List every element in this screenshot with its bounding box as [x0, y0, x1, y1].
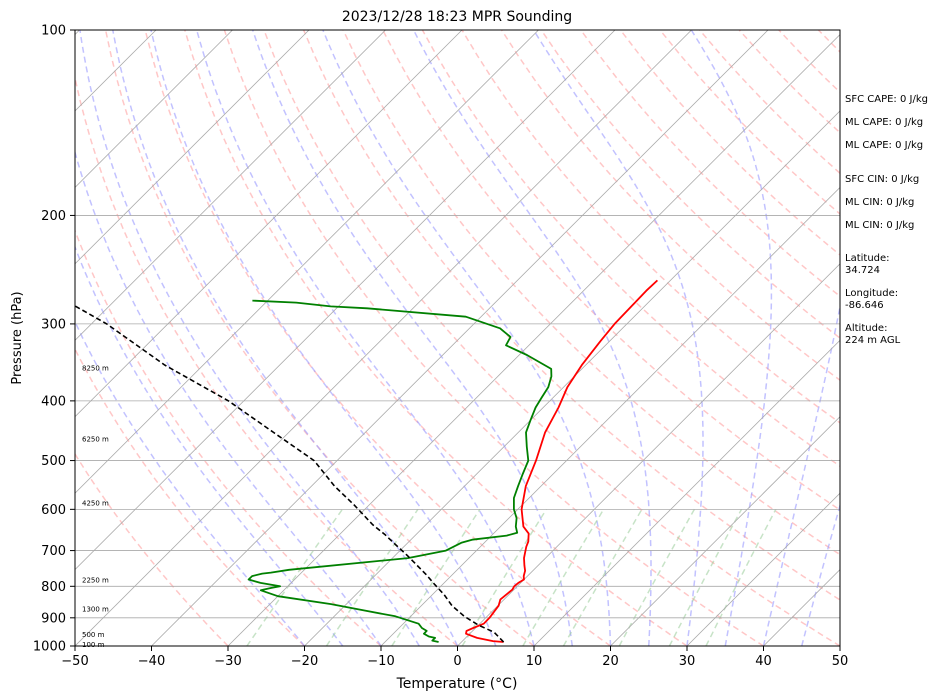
isotherm	[75, 30, 539, 494]
y-tick-label: 900	[41, 611, 66, 626]
background-lines	[75, 30, 840, 646]
x-axis-label: Temperature (°C)	[396, 676, 518, 692]
moist-adiabat	[150, 30, 497, 646]
moist-adiabat	[75, 149, 382, 646]
moist-adiabat	[801, 502, 840, 646]
info-line: SFC CAPE: 0 J/kg	[845, 94, 928, 105]
info-line: 224 m AGL	[845, 335, 901, 346]
isotherm	[533, 339, 840, 646]
info-line: SFC CIN: 0 J/kg	[845, 174, 919, 185]
mixing-ratio-line	[705, 508, 777, 646]
info-line: ML CAPE: 0 J/kg	[845, 140, 923, 151]
x-tick-label: 10	[526, 654, 543, 669]
x-tick-label: 20	[602, 654, 619, 669]
info-line: -86.646	[845, 300, 884, 311]
isotherm	[75, 30, 616, 571]
height-label: 2250 m	[82, 577, 109, 585]
y-tick-label: 400	[41, 394, 66, 409]
dry-adiabat	[75, 228, 382, 646]
isotherm	[75, 30, 386, 341]
info-line: Longitude:	[845, 288, 898, 299]
x-tick-label: 30	[679, 654, 696, 669]
isotherm	[457, 263, 840, 646]
mixing-ratio-line	[522, 508, 605, 646]
info-line: ML CIN: 0 J/kg	[845, 220, 914, 231]
height-label: 6250 m	[82, 435, 109, 443]
moist-adiabat	[251, 30, 574, 646]
y-tick-label: 500	[41, 454, 66, 469]
x-tick-label: −30	[214, 654, 241, 669]
isotherm	[610, 416, 840, 646]
isotherm	[75, 30, 233, 188]
dry-adiabat	[184, 30, 688, 646]
dewpoint-profile	[247, 299, 553, 643]
y-tick-label: 700	[41, 544, 66, 559]
dry-adiabat	[342, 30, 840, 556]
isotherm	[75, 30, 310, 265]
dry-adiabat	[580, 30, 840, 298]
temperature-profile	[465, 279, 659, 643]
isotherm	[686, 492, 840, 646]
mixing-ratio-line	[668, 508, 743, 646]
y-tick-label: 1000	[33, 640, 66, 655]
x-tick-label: 50	[832, 654, 849, 669]
isotherm	[380, 186, 840, 646]
mixing-ratio-line	[562, 508, 643, 646]
height-label: 500 m	[82, 631, 105, 639]
y-tick-label: 600	[41, 503, 66, 518]
sounding-info-panel: SFC CAPE: 0 J/kg ML CAPE: 0 J/kg ML CAPE: …	[845, 94, 928, 346]
y-tick-label: 800	[41, 580, 66, 595]
isotherm	[75, 30, 692, 646]
dry-adiabat	[75, 347, 306, 646]
moist-adiabat	[79, 30, 420, 646]
y-axis-label: Pressure (hPa)	[10, 291, 25, 384]
height-label: 8250 m	[82, 364, 109, 372]
y-tick-label: 300	[41, 317, 66, 332]
dry-adiabat	[75, 74, 458, 646]
moist-adiabat	[762, 302, 840, 646]
data-lines	[75, 279, 659, 643]
moist-adiabat	[532, 30, 704, 646]
x-tick-label: 40	[755, 654, 772, 669]
moist-adiabat	[75, 245, 344, 646]
x-tick-label: −10	[367, 654, 394, 669]
moist-adiabat	[112, 30, 459, 646]
dry-adiabat	[144, 30, 611, 646]
height-label: 100 m	[82, 641, 105, 649]
height-labels: 8250 m 6250 m 4250 m 2250 m 1300 m 500 m 100 m	[82, 364, 109, 648]
moist-adiabat	[322, 30, 612, 646]
info-line: ML CAPE: 0 J/kg	[845, 117, 923, 128]
y-tick-label: 200	[41, 209, 66, 224]
isotherm	[227, 33, 840, 646]
height-label: 4250 m	[82, 500, 109, 508]
info-line: Altitude:	[845, 323, 887, 334]
x-tick-label: −20	[291, 654, 318, 669]
x-tick-label: 0	[453, 654, 461, 669]
x-tick-label: −40	[138, 654, 165, 669]
isotherm	[151, 30, 769, 646]
info-line: Latitude:	[845, 253, 890, 264]
info-line: ML CIN: 0 J/kg	[845, 197, 914, 208]
height-label: 1300 m	[82, 606, 109, 614]
chart-title: 2023/12/28 18:23 MPR Sounding	[342, 9, 572, 25]
moist-adiabat	[412, 30, 652, 646]
parcel-profile	[75, 305, 505, 643]
isotherm	[304, 110, 840, 646]
moist-adiabat	[690, 30, 773, 646]
isotherm	[75, 30, 463, 418]
dry-adiabat	[104, 30, 535, 646]
dry-adiabat	[382, 30, 840, 511]
y-tick-label: 100	[41, 24, 66, 39]
info-line: 34.724	[845, 265, 880, 276]
dry-adiabat	[263, 30, 840, 646]
x-tick-label: −50	[61, 654, 88, 669]
axis-ticks: −50 −40 −30 −20 −10 0 10 20 30 40 50 100 200 300 400 50…	[33, 24, 848, 670]
